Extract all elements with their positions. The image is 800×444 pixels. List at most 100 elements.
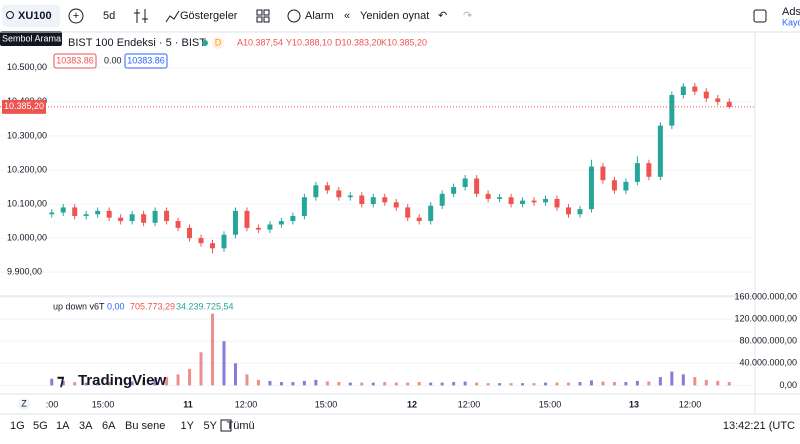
volume-bar — [624, 382, 628, 386]
indicators[interactable]: Göstergeler — [180, 10, 238, 22]
layout-icon — [263, 16, 270, 23]
chart-type-icon[interactable] — [134, 9, 148, 23]
volume-bar — [302, 380, 306, 386]
x-tick-label: 12 — [407, 399, 417, 409]
candle-body — [118, 217, 124, 222]
x-tick-label: 12:00 — [235, 399, 258, 409]
ask-box — [124, 53, 168, 69]
y2-tick-label: 120.000.000,00 — [734, 314, 797, 324]
x-tick-label: 15:00 — [315, 399, 338, 409]
y2-tick-label: 80.000.000,00 — [739, 336, 797, 346]
y-tick-label: 10.300,00 — [7, 130, 47, 140]
range-button[interactable]: 5G — [33, 420, 48, 432]
candle-body — [393, 202, 399, 208]
fullscreen[interactable] — [753, 9, 767, 23]
x-tick-label: 11 — [183, 399, 193, 409]
volume-bar — [188, 368, 192, 386]
volume-bar — [475, 382, 479, 386]
volume-bar — [279, 382, 283, 386]
symbol-search[interactable] — [2, 5, 60, 27]
volume-bar — [222, 341, 226, 386]
candle-body — [232, 210, 238, 235]
volume-bar — [245, 374, 249, 386]
volume-bar — [50, 378, 54, 386]
candle-body — [462, 178, 468, 187]
y2-tick-label: 0,00 — [779, 380, 797, 390]
y-tick-label: 10.200,00 — [7, 164, 47, 174]
range-button[interactable]: 1Y — [181, 420, 195, 432]
volume-bar — [589, 380, 593, 386]
candle-body — [198, 238, 204, 244]
volume-bar — [509, 383, 513, 386]
y-tick-label: 10.100,00 — [7, 198, 47, 208]
date-range-icon[interactable] — [220, 419, 232, 432]
candle-body — [680, 86, 686, 96]
replay-icon: « — [344, 10, 350, 22]
candle-body — [347, 195, 353, 198]
range-button[interactable]: 1A — [56, 420, 70, 432]
ohlc-open: A10.387,54 — [237, 37, 283, 47]
range-button[interactable]: 1G — [10, 420, 25, 432]
layout-icon[interactable] — [256, 9, 263, 16]
badge: D — [215, 37, 222, 47]
zoom-btn[interactable] — [18, 398, 30, 410]
alarm-icon — [287, 9, 301, 23]
y-tick-label: 10.000,00 — [7, 232, 47, 242]
candle-body — [577, 209, 583, 215]
undo[interactable]: ↶ — [438, 10, 447, 22]
volume-bar — [716, 380, 720, 386]
candle-body — [49, 212, 55, 215]
volume-bar — [452, 382, 456, 386]
x-tick-label: 12:00 — [679, 399, 702, 409]
replay[interactable]: Yeniden oynat — [360, 10, 429, 22]
status-dot — [202, 40, 208, 46]
range-button[interactable]: 3A — [79, 420, 93, 432]
layout-icon — [263, 9, 270, 16]
volume-name: up down v6T — [53, 301, 105, 311]
x-tick-label: 13 — [629, 399, 639, 409]
ask: 10383.86 — [127, 55, 165, 65]
y2-tick-label: 160.000.000,00 — [734, 291, 797, 301]
add-symbol[interactable] — [68, 8, 84, 24]
range-button[interactable]: 5Y — [204, 420, 218, 432]
volume-bar — [647, 381, 651, 386]
x-tick-label: 15:00 — [539, 399, 562, 409]
candle-body — [106, 210, 112, 218]
candle-body — [715, 98, 721, 102]
volume-bar — [612, 382, 616, 386]
candle-body — [221, 234, 227, 249]
candle-body — [72, 207, 78, 216]
candle-body — [611, 180, 617, 191]
volume-bar — [119, 382, 123, 386]
candle-body — [485, 193, 491, 199]
volume-bar — [325, 381, 329, 386]
bid: 10383.86 — [56, 55, 94, 65]
save[interactable]: Kayde — [782, 17, 800, 27]
zoom-icon: Z — [21, 398, 27, 408]
volume-bar — [578, 382, 582, 386]
volume-bar — [383, 382, 387, 386]
redo[interactable]: ↷ — [463, 10, 472, 22]
volume-bar — [440, 382, 444, 386]
ohlc-close: K10.385,20 — [381, 37, 427, 47]
layout-name[interactable]: Adsız — [782, 6, 800, 18]
volume-bar — [256, 379, 260, 386]
candle-body — [405, 207, 411, 218]
volume-bar — [142, 380, 146, 386]
watermark-logo: ⁊ — [57, 372, 65, 389]
volume-bar — [130, 381, 134, 386]
range-button[interactable]: Tümü — [227, 420, 255, 432]
symbol[interactable]: XU100 — [18, 10, 52, 22]
range-button[interactable]: Bu sene — [125, 420, 165, 432]
volume-bar — [406, 382, 410, 386]
tooltip — [0, 31, 62, 46]
range-button[interactable]: 6A — [102, 420, 116, 432]
volume-bar — [165, 377, 169, 386]
interval[interactable]: 5d — [103, 10, 115, 22]
candle-body — [428, 205, 434, 222]
volume-bar — [555, 382, 559, 386]
volume-bar — [417, 382, 421, 386]
volume-bar — [371, 382, 375, 386]
alarm[interactable]: Alarm — [305, 10, 334, 22]
